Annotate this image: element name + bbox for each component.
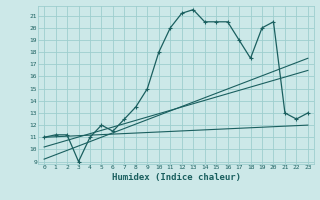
X-axis label: Humidex (Indice chaleur): Humidex (Indice chaleur): [111, 173, 241, 182]
